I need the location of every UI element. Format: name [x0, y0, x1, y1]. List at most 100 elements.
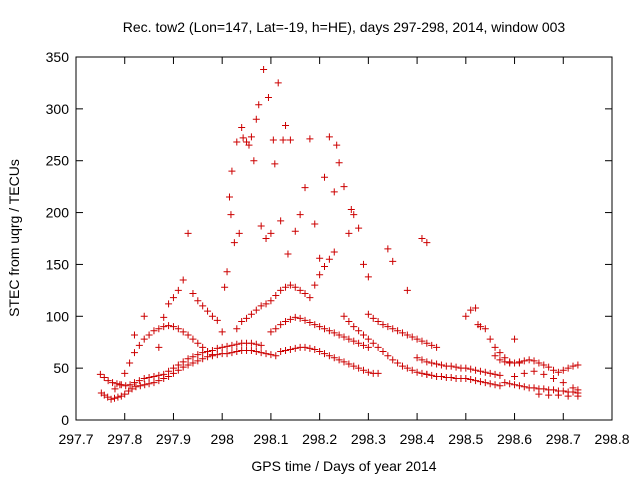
data-point [235, 229, 243, 237]
data-point [174, 325, 182, 333]
data-point [364, 343, 372, 351]
data-point [418, 356, 426, 364]
data-point [535, 359, 543, 367]
data-point [486, 335, 494, 343]
data-point [228, 349, 236, 357]
data-point [269, 136, 277, 144]
data-point [284, 250, 292, 258]
x-tick-label: 298.5 [448, 431, 483, 447]
data-point [165, 367, 173, 375]
data-point [325, 327, 333, 335]
data-point [100, 373, 108, 381]
data-point [225, 193, 233, 201]
data-point [345, 335, 353, 343]
data-point [140, 335, 148, 343]
data-point [384, 245, 392, 253]
data-point [286, 281, 294, 289]
data-point [369, 314, 377, 322]
data-point [325, 255, 333, 263]
data-point [333, 141, 341, 149]
data-point [511, 359, 519, 367]
data-point [255, 101, 263, 109]
data-point [335, 356, 343, 364]
data-point [506, 380, 514, 388]
data-point [540, 361, 548, 369]
x-tick-label: 298.1 [253, 431, 288, 447]
data-point [394, 327, 402, 335]
data-point [564, 364, 572, 372]
data-point [111, 385, 119, 393]
data-point [359, 366, 367, 374]
data-point [296, 286, 304, 294]
data-point [189, 335, 197, 343]
data-point [347, 205, 355, 213]
data-point [350, 323, 358, 331]
data-point [145, 373, 153, 381]
data-point [316, 254, 324, 262]
data-point [515, 358, 523, 366]
data-point [301, 316, 309, 324]
y-tick-label: 350 [46, 49, 70, 65]
data-point [306, 294, 314, 302]
data-point [262, 300, 270, 308]
data-point [379, 321, 387, 329]
data-point [515, 382, 523, 390]
data-point [184, 355, 192, 363]
data-point [141, 381, 149, 389]
data-point [418, 369, 426, 377]
y-tick-label: 50 [53, 360, 69, 376]
data-point [238, 317, 246, 325]
data-point [267, 328, 275, 336]
data-point [379, 348, 387, 356]
data-point [433, 343, 441, 351]
data-point [274, 79, 282, 87]
data-point [364, 335, 372, 343]
data-point [223, 342, 231, 350]
data-point [350, 362, 358, 370]
data-point [408, 366, 416, 374]
data-point [389, 257, 397, 265]
data-point [364, 310, 372, 318]
data-point [311, 345, 319, 353]
data-point [150, 372, 158, 380]
data-point [282, 347, 290, 355]
data-point [321, 350, 329, 358]
data-point [174, 286, 182, 294]
data-point [179, 276, 187, 284]
data-point [355, 327, 363, 335]
data-point [311, 321, 319, 329]
data-point [264, 93, 272, 101]
x-tick-label: 297.9 [156, 431, 191, 447]
data-point [260, 65, 268, 73]
data-point [481, 379, 489, 387]
data-point [145, 331, 153, 339]
y-tick-label: 200 [46, 205, 70, 221]
data-point [472, 366, 480, 374]
data-point [160, 313, 168, 321]
data-point [169, 294, 177, 302]
x-tick-label: 297.8 [107, 431, 142, 447]
data-point [194, 351, 202, 359]
data-point [428, 359, 436, 367]
data-point [272, 325, 280, 333]
data-point [540, 385, 548, 393]
data-point [155, 371, 163, 379]
data-point [252, 115, 260, 123]
data-point [398, 362, 406, 370]
data-point [423, 358, 431, 366]
data-point [525, 356, 533, 364]
data-point [277, 217, 285, 225]
data-point [569, 362, 577, 370]
data-point [408, 333, 416, 341]
data-point [306, 344, 314, 352]
data-point [247, 310, 255, 318]
data-point [545, 363, 553, 371]
data-point [277, 321, 285, 329]
data-point [233, 138, 241, 146]
data-point [369, 339, 377, 347]
data-point [447, 373, 455, 381]
data-point [247, 339, 255, 347]
data-point [330, 188, 338, 196]
data-point [291, 313, 299, 321]
x-tick-label: 298.3 [351, 431, 386, 447]
